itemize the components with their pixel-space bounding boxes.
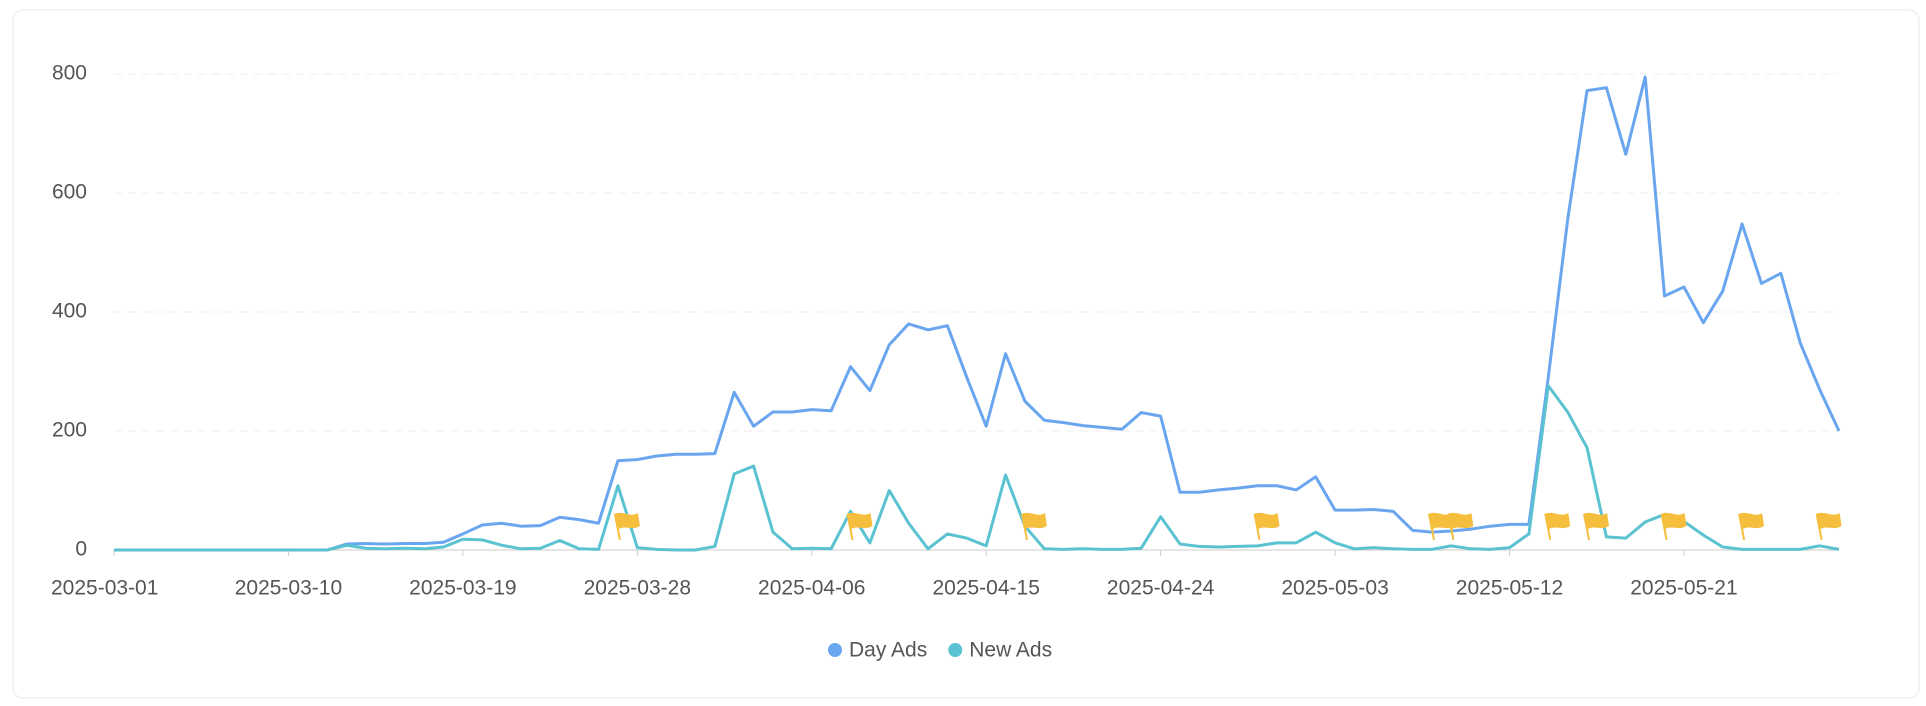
legend-swatch [948,643,963,657]
flag-marker [1253,512,1280,540]
y-tick-label: 0 [75,538,87,561]
y-tick-label: 400 [52,300,87,323]
flag-marker [1544,512,1571,540]
series-line [114,75,1841,552]
x-tick-label: 2025-03-28 [584,577,691,600]
x-tick-label: 2025-03-19 [409,577,516,600]
x-tick-label: 2025-03-10 [235,577,342,600]
x-tick-label: 2025-04-24 [1107,577,1215,600]
x-tick-label: 2025-05-03 [1281,577,1388,600]
y-tick-label: 600 [52,181,87,204]
x-tick-label: 2025-04-15 [932,577,1039,600]
flag-marker [1020,512,1047,540]
flag-marker [1447,512,1474,540]
legend-label: Day Ads [849,639,927,662]
y-tick-label: 800 [52,62,87,85]
x-tick-label: 2025-03-01 [51,577,158,600]
flag-marker [846,512,873,540]
flag-marker [1427,512,1454,540]
flag-marker [1815,512,1842,540]
legend-swatch [828,643,842,657]
legend-label: New Ads [969,639,1052,662]
x-tick-label: 2025-04-06 [758,577,865,600]
x-tick-label: 2025-05-21 [1630,577,1737,600]
y-tick-label: 200 [52,419,87,442]
x-tick-label: 2025-05-12 [1456,577,1563,600]
flag-marker [613,512,640,540]
flag-marker [1583,512,1610,540]
series-line [114,384,1840,552]
flag-marker [1738,512,1765,540]
flag-marker [1660,512,1687,540]
